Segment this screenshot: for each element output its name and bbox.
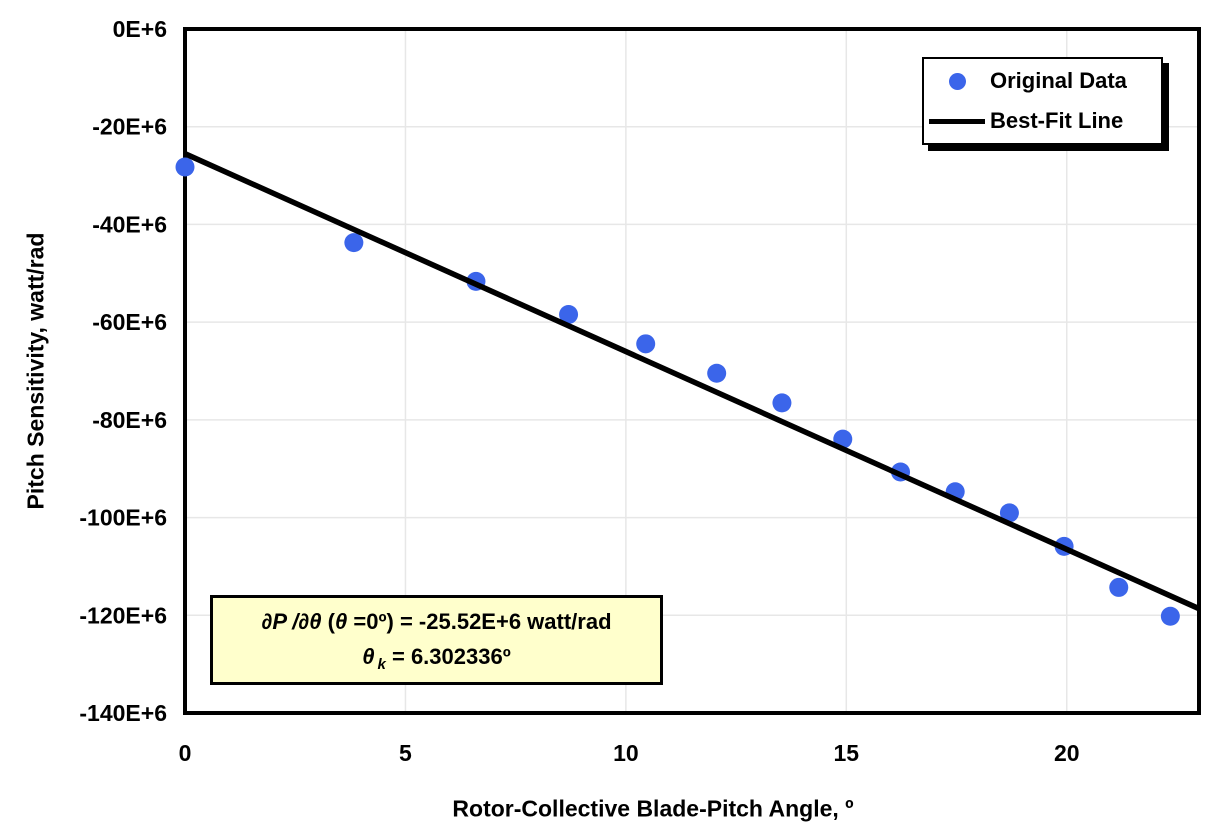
annotation-theta: θ — [335, 609, 348, 634]
legend-marker-area — [924, 72, 990, 90]
data-point — [999, 503, 1019, 523]
legend-item-original-data: Original Data — [924, 61, 1161, 101]
y-tick-label: -120E+6 — [79, 602, 167, 628]
legend: Original Data Best-Fit Line — [922, 57, 1163, 145]
data-point — [1109, 577, 1129, 597]
annotation-theta-k-symbol: θ — [362, 644, 375, 669]
line-marker-icon — [929, 118, 985, 124]
annotation-k-subscript: k — [377, 656, 386, 673]
x-tick-label: 0 — [179, 740, 192, 766]
x-tick-label: 20 — [1054, 740, 1080, 766]
legend-label-best-fit-line: Best-Fit Line — [990, 108, 1124, 133]
y-tick-label: -20E+6 — [92, 114, 167, 140]
annotation-dpdtheta: ∂P /∂θ — [261, 609, 322, 634]
x-tick-label: 15 — [834, 740, 860, 766]
scatter-marker-icon — [948, 72, 966, 90]
legend-label-original-data: Original Data — [990, 68, 1127, 93]
y-tick-label: -40E+6 — [92, 211, 167, 237]
plot-frame — [183, 27, 1201, 715]
data-point — [1160, 606, 1180, 626]
x-tick-label: 5 — [399, 740, 412, 766]
y-axis-title: Pitch Sensitivity, watt/rad — [22, 232, 49, 510]
data-point — [175, 157, 195, 177]
annotation-theta-k-value: = 6.302336º — [385, 644, 511, 669]
annotation-line-1: ∂P /∂θ (θ =0º) = -25.52E+6 watt/rad — [213, 604, 660, 639]
y-tick-label: -100E+6 — [79, 505, 167, 531]
y-tick-label: -140E+6 — [79, 700, 167, 726]
y-tick-label: -60E+6 — [92, 309, 167, 335]
x-axis-title: Rotor-Collective Blade-Pitch Angle, º — [452, 795, 854, 822]
annotation-text: ( — [321, 609, 336, 634]
data-point — [559, 305, 579, 325]
data-point — [772, 393, 792, 413]
y-tick-label: 0E+6 — [113, 16, 167, 42]
x-tick-label: 10 — [613, 740, 639, 766]
data-point — [636, 334, 656, 354]
y-tick-label: -80E+6 — [92, 407, 167, 433]
best-fit-line — [183, 151, 1201, 612]
data-point — [707, 363, 727, 383]
data-point — [344, 233, 364, 253]
annotation-slope-value: =0º) = -25.52E+6 watt/rad — [347, 609, 612, 634]
legend-marker-area — [924, 118, 990, 124]
legend-item-best-fit-line: Best-Fit Line — [924, 101, 1161, 141]
